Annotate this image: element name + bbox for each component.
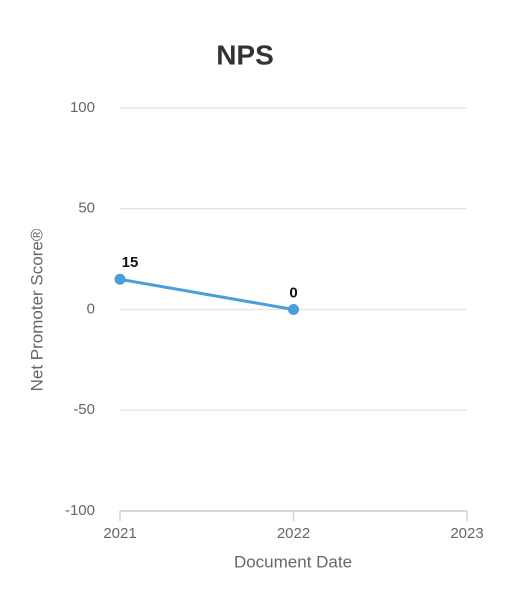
data-point [288, 304, 299, 315]
x-tick-label: 2022 [277, 525, 310, 542]
y-tick-label: -50 [73, 401, 95, 418]
data-label: 0 [289, 284, 297, 301]
y-tick-label: 100 [70, 99, 95, 116]
y-tick-label: 50 [78, 200, 95, 217]
x-axis-title: Document Date [234, 552, 352, 571]
chart-title: NPS [216, 39, 274, 70]
x-tick-label: 2021 [103, 525, 136, 542]
y-tick-label: -100 [65, 502, 95, 519]
y-tick-label: 0 [87, 300, 95, 317]
data-label: 15 [122, 254, 139, 271]
series-line [119, 277, 294, 311]
x-tick-label: 2023 [450, 525, 483, 542]
y-axis-title: Net Promoter Score® [27, 228, 46, 391]
data-point [114, 273, 126, 285]
